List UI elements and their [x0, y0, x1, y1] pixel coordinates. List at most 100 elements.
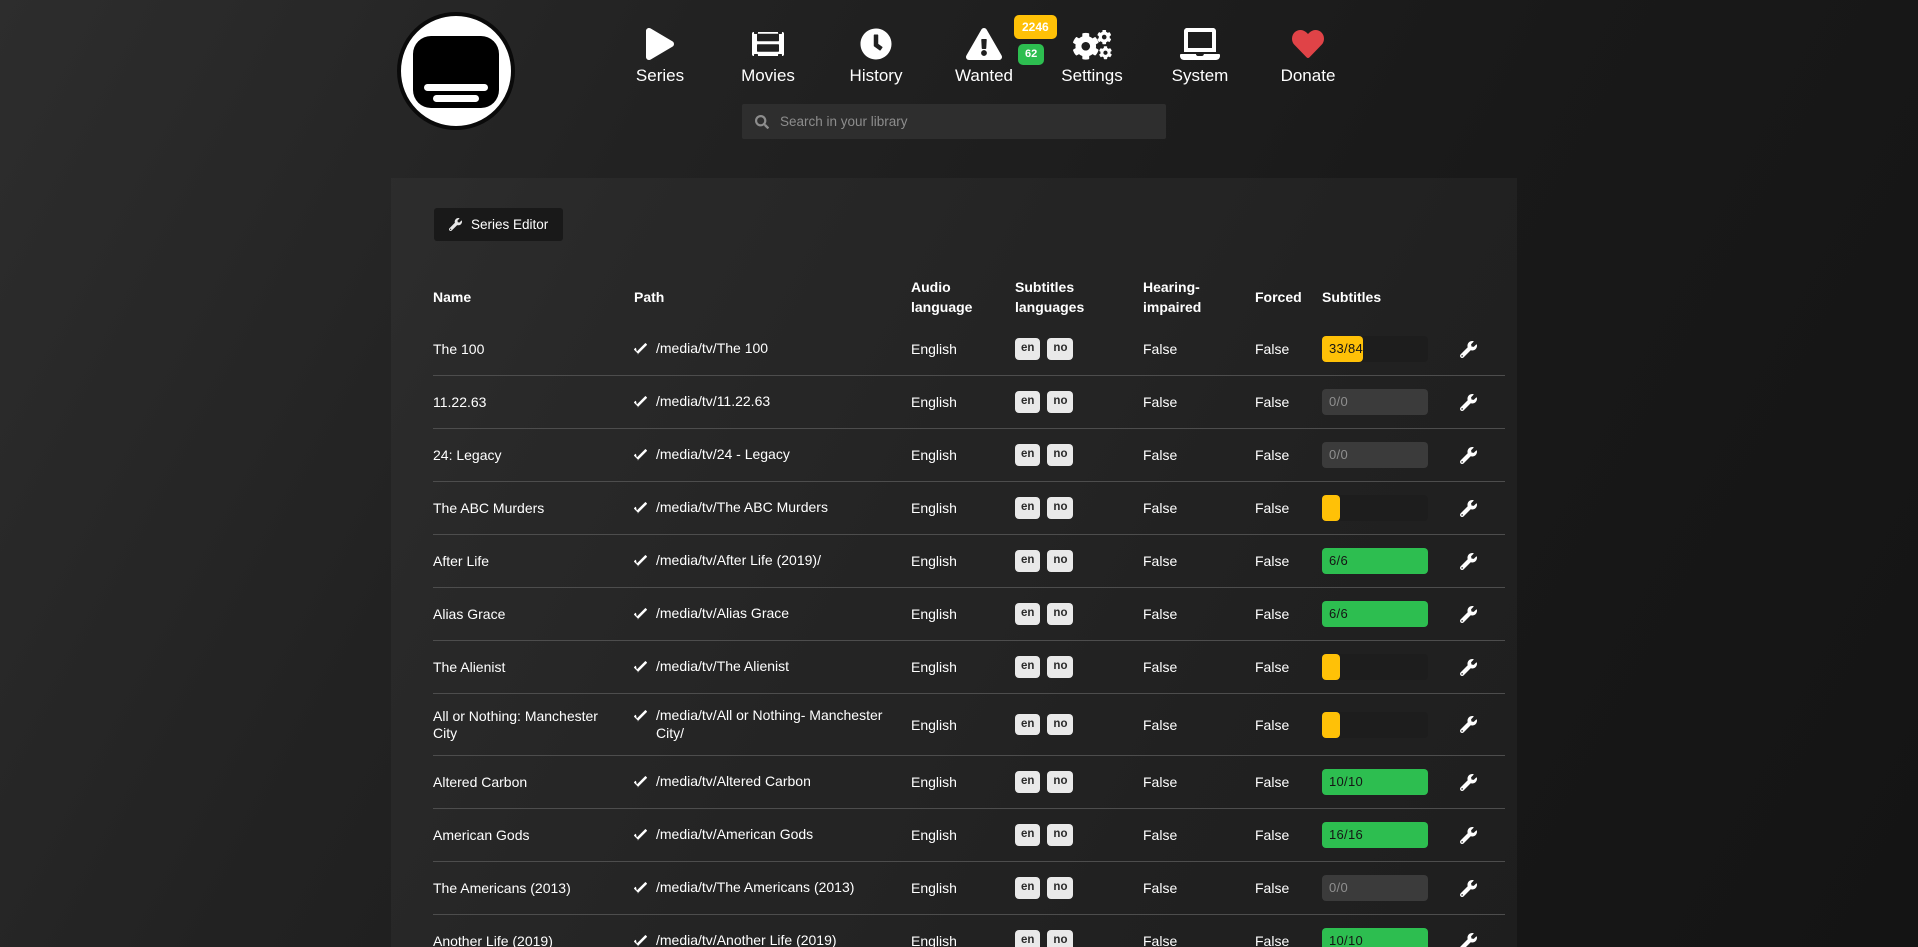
check-icon: [634, 710, 647, 722]
nav-item-donate[interactable]: Donate: [1254, 20, 1362, 86]
edit-series-wrench-icon[interactable]: [1460, 340, 1477, 358]
series-name: The Alienist: [433, 658, 506, 675]
audio-language-value: English: [911, 553, 957, 569]
subtitle-language-badge: en: [1015, 930, 1041, 947]
nav-label: Wanted: [955, 66, 1013, 85]
nav-item-settings[interactable]: Settings: [1038, 20, 1146, 86]
row-tools-cell: [1445, 605, 1505, 623]
row-tools-cell: [1445, 340, 1505, 358]
table-row: Another Life (2019) /media/tv/Another Li…: [433, 914, 1505, 947]
check-icon: [634, 502, 647, 514]
table-row: After Life /media/tv/After Life (2019)/ …: [433, 534, 1505, 587]
nav-label: Series: [635, 66, 685, 85]
series-path: /media/tv/After Life (2019)/: [634, 552, 911, 570]
check-icon: [634, 608, 647, 620]
logo-tv-screen-icon: [413, 36, 499, 108]
subtitles-progress-cell: [1322, 495, 1445, 521]
gears-icon: [1072, 20, 1112, 60]
edit-series-wrench-icon[interactable]: [1460, 552, 1477, 570]
forced-value: False: [1255, 827, 1290, 843]
hearing-impaired-value: False: [1143, 716, 1178, 733]
search-input[interactable]: [780, 114, 1153, 129]
subtitles-languages-cell: en no: [1015, 444, 1143, 466]
subtitle-language-badge: en: [1015, 656, 1041, 678]
progress-fill: [1322, 548, 1428, 574]
nav-item-history[interactable]: History: [822, 20, 930, 86]
nav-item-series[interactable]: Series: [606, 20, 714, 86]
progress-fill: [1322, 822, 1428, 848]
main-nav: Series Movies History Wanted 2246 62: [606, 15, 1362, 86]
series-path: /media/tv/Altered Carbon: [634, 773, 911, 791]
edit-series-wrench-icon[interactable]: [1460, 932, 1477, 947]
hearing-impaired-value: False: [1143, 774, 1178, 790]
edit-series-wrench-icon[interactable]: [1460, 446, 1477, 464]
subtitles-languages-cell: en no: [1015, 930, 1143, 947]
nav-label: Movies: [741, 66, 795, 85]
edit-series-wrench-icon[interactable]: [1460, 716, 1477, 733]
series-name: The Americans (2013): [433, 879, 571, 896]
series-name: Another Life (2019): [433, 932, 553, 947]
subtitle-language-badge: no: [1047, 824, 1074, 846]
subtitles-progress-cell: 10/10: [1322, 928, 1445, 947]
progress-fill: [1322, 495, 1341, 521]
column-header-subtitles: Subtitles: [1322, 288, 1382, 305]
subtitle-language-badge: no: [1047, 877, 1074, 899]
subtitles-progress-bar: 10/10: [1322, 769, 1428, 795]
forced-value: False: [1255, 606, 1290, 622]
series-name: Alias Grace: [433, 605, 506, 622]
series-editor-button[interactable]: Series Editor: [434, 208, 564, 241]
audio-language-value: English: [911, 447, 957, 463]
check-icon: [634, 555, 647, 567]
series-path-text: /media/tv/After Life (2019)/: [656, 552, 821, 569]
audio-language-value: English: [911, 341, 957, 357]
edit-series-wrench-icon[interactable]: [1460, 499, 1477, 517]
subtitles-progress-bar: 0/0: [1322, 875, 1428, 901]
bazarr-logo[interactable]: [397, 12, 515, 130]
subtitle-language-badge: no: [1047, 603, 1074, 625]
forced-value: False: [1255, 553, 1290, 569]
audio-language-value: English: [911, 500, 957, 516]
series-path-text: /media/tv/The Alienist: [656, 658, 790, 675]
subtitles-progress-bar: 6/6: [1322, 548, 1428, 574]
subtitle-language-badge: en: [1015, 444, 1041, 466]
subtitle-language-badge: no: [1047, 444, 1074, 466]
edit-series-wrench-icon[interactable]: [1460, 658, 1477, 676]
subtitles-languages-cell: en no: [1015, 603, 1143, 625]
nav-item-wanted[interactable]: Wanted 2246 62: [930, 15, 1057, 86]
subtitles-progress-cell: 16/16: [1322, 822, 1445, 848]
series-path: /media/tv/American Gods: [634, 826, 911, 844]
nav-label: History: [849, 66, 903, 85]
check-icon: [634, 343, 647, 355]
edit-series-wrench-icon[interactable]: [1460, 605, 1477, 623]
audio-language-value: English: [911, 394, 957, 410]
table-row: American Gods /media/tv/American Gods En…: [433, 808, 1505, 861]
audio-language-value: English: [911, 774, 957, 790]
check-icon: [634, 449, 647, 461]
content-panel: Series Editor Name Path Audio language S…: [391, 178, 1517, 947]
subtitle-language-badge: no: [1047, 550, 1074, 572]
progress-label: 16/16: [1329, 827, 1364, 842]
series-path: /media/tv/Alias Grace: [634, 605, 911, 623]
subtitles-languages-cell: en no: [1015, 713, 1143, 736]
series-path-text: /media/tv/Alias Grace: [656, 605, 790, 622]
forced-value: False: [1255, 341, 1290, 357]
subtitles-progress-cell: 33/84: [1322, 336, 1445, 362]
audio-language-value: English: [911, 606, 957, 622]
nav-item-system[interactable]: System: [1146, 20, 1254, 86]
subtitles-progress-cell: [1322, 711, 1445, 738]
edit-series-wrench-icon[interactable]: [1460, 773, 1477, 791]
progress-fill: [1322, 711, 1341, 738]
subtitles-progress-bar: [1322, 495, 1428, 521]
edit-series-wrench-icon[interactable]: [1460, 826, 1477, 844]
subtitles-languages-cell: en no: [1015, 656, 1143, 678]
edit-series-wrench-icon[interactable]: [1460, 393, 1477, 411]
hearing-impaired-value: False: [1143, 447, 1178, 463]
edit-series-wrench-icon[interactable]: [1460, 879, 1477, 897]
row-tools-cell: [1445, 499, 1505, 517]
audio-language-value: English: [911, 880, 957, 896]
forced-value: False: [1255, 933, 1290, 947]
nav-item-movies[interactable]: Movies: [714, 20, 822, 86]
series-name: Altered Carbon: [433, 773, 528, 790]
subtitle-language-badge: en: [1015, 550, 1041, 572]
column-header-audio-language: Audio language: [911, 278, 973, 315]
